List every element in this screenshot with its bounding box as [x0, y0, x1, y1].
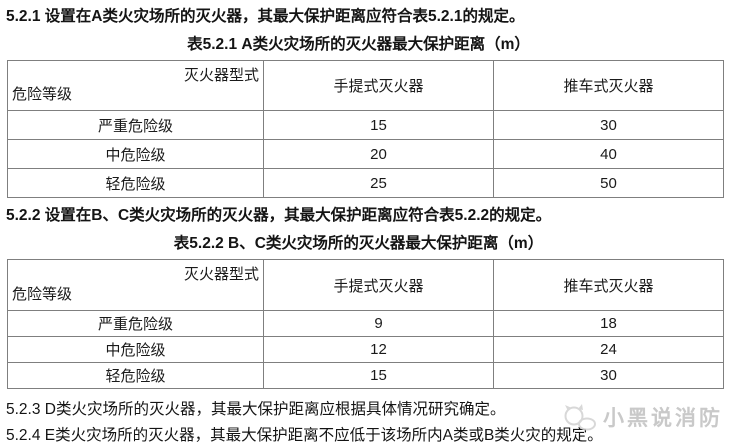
hazard-level-cell: 严重危险级 — [7, 310, 264, 337]
table-row: 轻危险级 25 50 — [7, 168, 724, 198]
clause-5-2-4: 5.2.4 E类火灾场所的灭火器，其最大保护距离不应低于该场所内A类或B类火灾的… — [6, 427, 603, 442]
column-header-portable: 手提式灭火器 — [263, 259, 494, 311]
table-row: 严重危险级 15 30 — [7, 110, 724, 140]
table-row: 轻危险级 15 30 — [7, 362, 724, 389]
column-header-portable: 手提式灭火器 — [263, 60, 494, 111]
portable-distance-cell: 25 — [263, 168, 494, 198]
table-header-row: 灭火器型式 危险等级 手提式灭火器 推车式灭火器 — [7, 60, 724, 111]
table-row: 中危险级 12 24 — [7, 336, 724, 363]
wheeled-distance-cell: 30 — [493, 110, 724, 140]
table-5-2-2-title: 表5.2.2 B、C类火灾场所的灭火器最大保护距离（m） — [173, 235, 544, 252]
corner-label-hazard-level: 危险等级 — [12, 286, 73, 303]
clause-5-2-2: 5.2.2 设置在B、C类火灾场所的灭火器，其最大保护距离应符合表5.2.2的规… — [6, 207, 552, 224]
wheeled-distance-cell: 40 — [493, 139, 724, 169]
hazard-level-cell: 轻危险级 — [7, 362, 264, 389]
clause-5-2-1: 5.2.1 设置在A类火灾场所的灭火器，其最大保护距离应符合表5.2.1的规定。 — [6, 8, 525, 25]
portable-distance-cell: 12 — [263, 336, 494, 363]
wheeled-distance-cell: 30 — [493, 362, 724, 389]
corner-label-hazard-level: 危险等级 — [12, 86, 73, 103]
hazard-level-cell: 严重危险级 — [7, 110, 264, 140]
portable-distance-cell: 15 — [263, 110, 494, 140]
table-5-2-1-title: 表5.2.1 A类火灾场所的灭火器最大保护距离（m） — [187, 36, 530, 53]
hazard-level-cell: 中危险级 — [7, 139, 264, 169]
cat-icon — [561, 403, 597, 431]
watermark: 小黑说消防 — [561, 402, 723, 432]
portable-distance-cell: 20 — [263, 139, 494, 169]
hazard-level-cell: 中危险级 — [7, 336, 264, 363]
corner-label-extinguisher-type: 灭火器型式 — [183, 67, 259, 84]
table-header-row: 灭火器型式 危险等级 手提式灭火器 推车式灭火器 — [7, 259, 724, 311]
hazard-level-cell: 轻危险级 — [7, 168, 264, 198]
table-5-2-1: 灭火器型式 危险等级 手提式灭火器 推车式灭火器 严重危险级 15 30 中危险… — [7, 60, 724, 198]
column-header-wheeled: 推车式灭火器 — [493, 259, 724, 311]
portable-distance-cell: 9 — [263, 310, 494, 337]
wheeled-distance-cell: 24 — [493, 336, 724, 363]
clause-5-2-3: 5.2.3 D类火灾场所的灭火器，其最大保护距离应根据具体情况研究确定。 — [6, 401, 506, 418]
table-row: 严重危险级 9 18 — [7, 310, 724, 337]
wheeled-distance-cell: 18 — [493, 310, 724, 337]
corner-label-extinguisher-type: 灭火器型式 — [183, 266, 259, 283]
watermark-label: 小黑说消防 — [603, 407, 723, 430]
corner-header-cell: 灭火器型式 危险等级 — [7, 259, 264, 311]
portable-distance-cell: 15 — [263, 362, 494, 389]
table-5-2-2: 灭火器型式 危险等级 手提式灭火器 推车式灭火器 严重危险级 9 18 中危险级… — [7, 259, 724, 389]
table-row: 中危险级 20 40 — [7, 139, 724, 169]
column-header-wheeled: 推车式灭火器 — [493, 60, 724, 111]
wheeled-distance-cell: 50 — [493, 168, 724, 198]
corner-header-cell: 灭火器型式 危险等级 — [7, 60, 264, 111]
